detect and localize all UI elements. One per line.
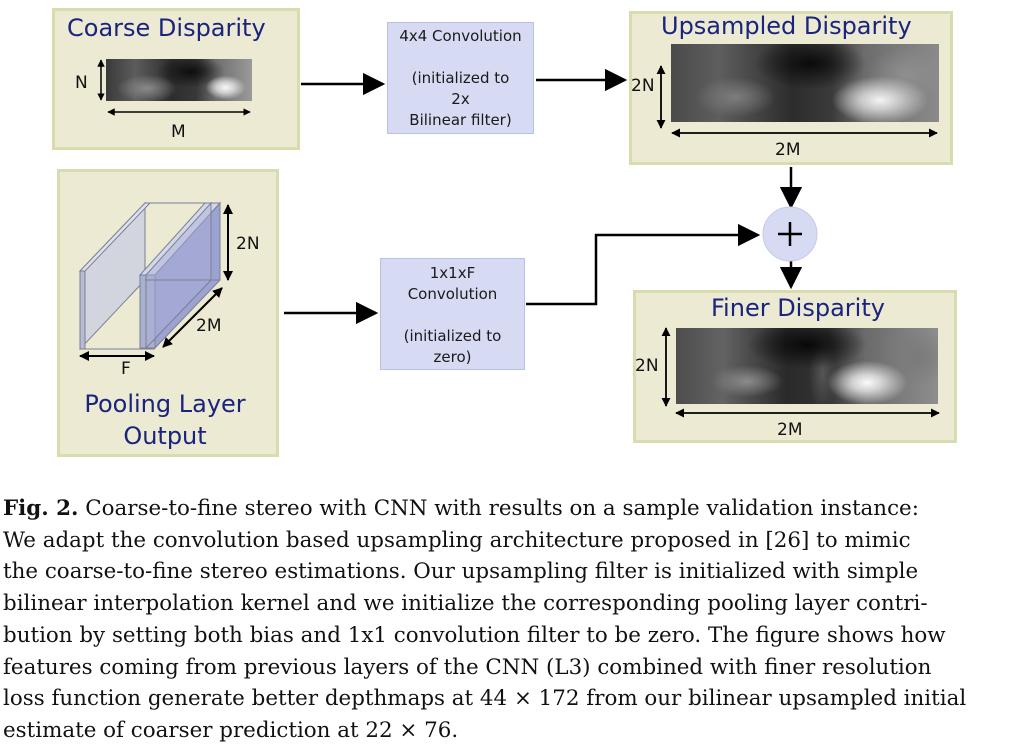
conv-4x4-line4: Bilinear filter) xyxy=(409,111,512,129)
caption-line-5: bution by setting both bias and 1x1 conv… xyxy=(3,622,946,648)
conv-4x4-line2: (initialized to xyxy=(411,69,510,87)
caption-line-2: We adapt the convolution based upsamplin… xyxy=(3,527,911,553)
diagram-overlay xyxy=(78,59,940,418)
finer-height-label: 2N xyxy=(635,356,659,376)
pooling-depth-arrow xyxy=(162,287,223,348)
conv-4x4-box: 4x4 Convolution (initialized to 2x Bilin… xyxy=(387,22,534,134)
conv-1x1-line3: (initialized to xyxy=(403,327,502,345)
caption-line-8: estimate of coarser prediction at 22 × 7… xyxy=(3,717,459,743)
upsampled-height-label: 2N xyxy=(631,76,655,96)
caption-line-7: loss function generate better depthmaps … xyxy=(3,686,967,712)
caption-line-6: features coming from previous layers of … xyxy=(3,654,932,680)
arrow-conv1x1-to-sum xyxy=(526,223,761,306)
caption-line-3: the coarse-to-fine stereo estimations. O… xyxy=(3,559,919,585)
pooling-layer-title-line2: Output xyxy=(123,422,207,450)
pooling-height-label: 2N xyxy=(236,234,260,254)
pooling-depth-label: 2M xyxy=(196,316,222,336)
finer-width-label: 2M xyxy=(777,420,803,440)
coarse-disparity-map xyxy=(106,59,252,101)
finer-disparity-title: Finer Disparity xyxy=(711,294,885,322)
caption-label: Fig. 2. xyxy=(3,496,79,521)
pooling-width-label: F xyxy=(121,359,131,379)
coarse-width-label: M xyxy=(171,122,186,142)
upsampled-disparity-title: Upsampled Disparity xyxy=(661,12,912,40)
conv-1x1-line2: Convolution xyxy=(407,285,498,303)
finer-disparity-map xyxy=(676,328,938,404)
caption-line-4: bilinear interpolation kernel and we ini… xyxy=(3,591,928,617)
conv-1x1-line1: 1x1xF xyxy=(429,264,476,282)
conv-4x4-line3: 2x xyxy=(451,90,470,108)
pooling-volume-3d xyxy=(78,201,222,351)
caption-line-1-text: Coarse-to-fine stereo with CNN with resu… xyxy=(78,496,919,521)
upsampled-disparity-map xyxy=(671,44,939,122)
caption-line-1: Fig. 2. Coarse-to-fine stereo with CNN w… xyxy=(3,493,1007,525)
pooling-layer-title: Pooling Layer Output xyxy=(77,388,253,452)
coarse-disparity-title: Coarse Disparity xyxy=(67,14,266,42)
figure-caption: Fig. 2. Coarse-to-fine stereo with CNN w… xyxy=(3,493,1007,747)
upsampled-width-label: 2M xyxy=(775,140,801,160)
conv-4x4-line1: 4x4 Convolution xyxy=(399,27,522,45)
conv-1x1-box: 1x1xF Convolution (initialized to zero) xyxy=(380,258,525,370)
coarse-height-label: N xyxy=(75,73,88,93)
conv-1x1-line4: zero) xyxy=(433,348,472,366)
pooling-layer-title-line1: Pooling Layer xyxy=(84,390,246,418)
